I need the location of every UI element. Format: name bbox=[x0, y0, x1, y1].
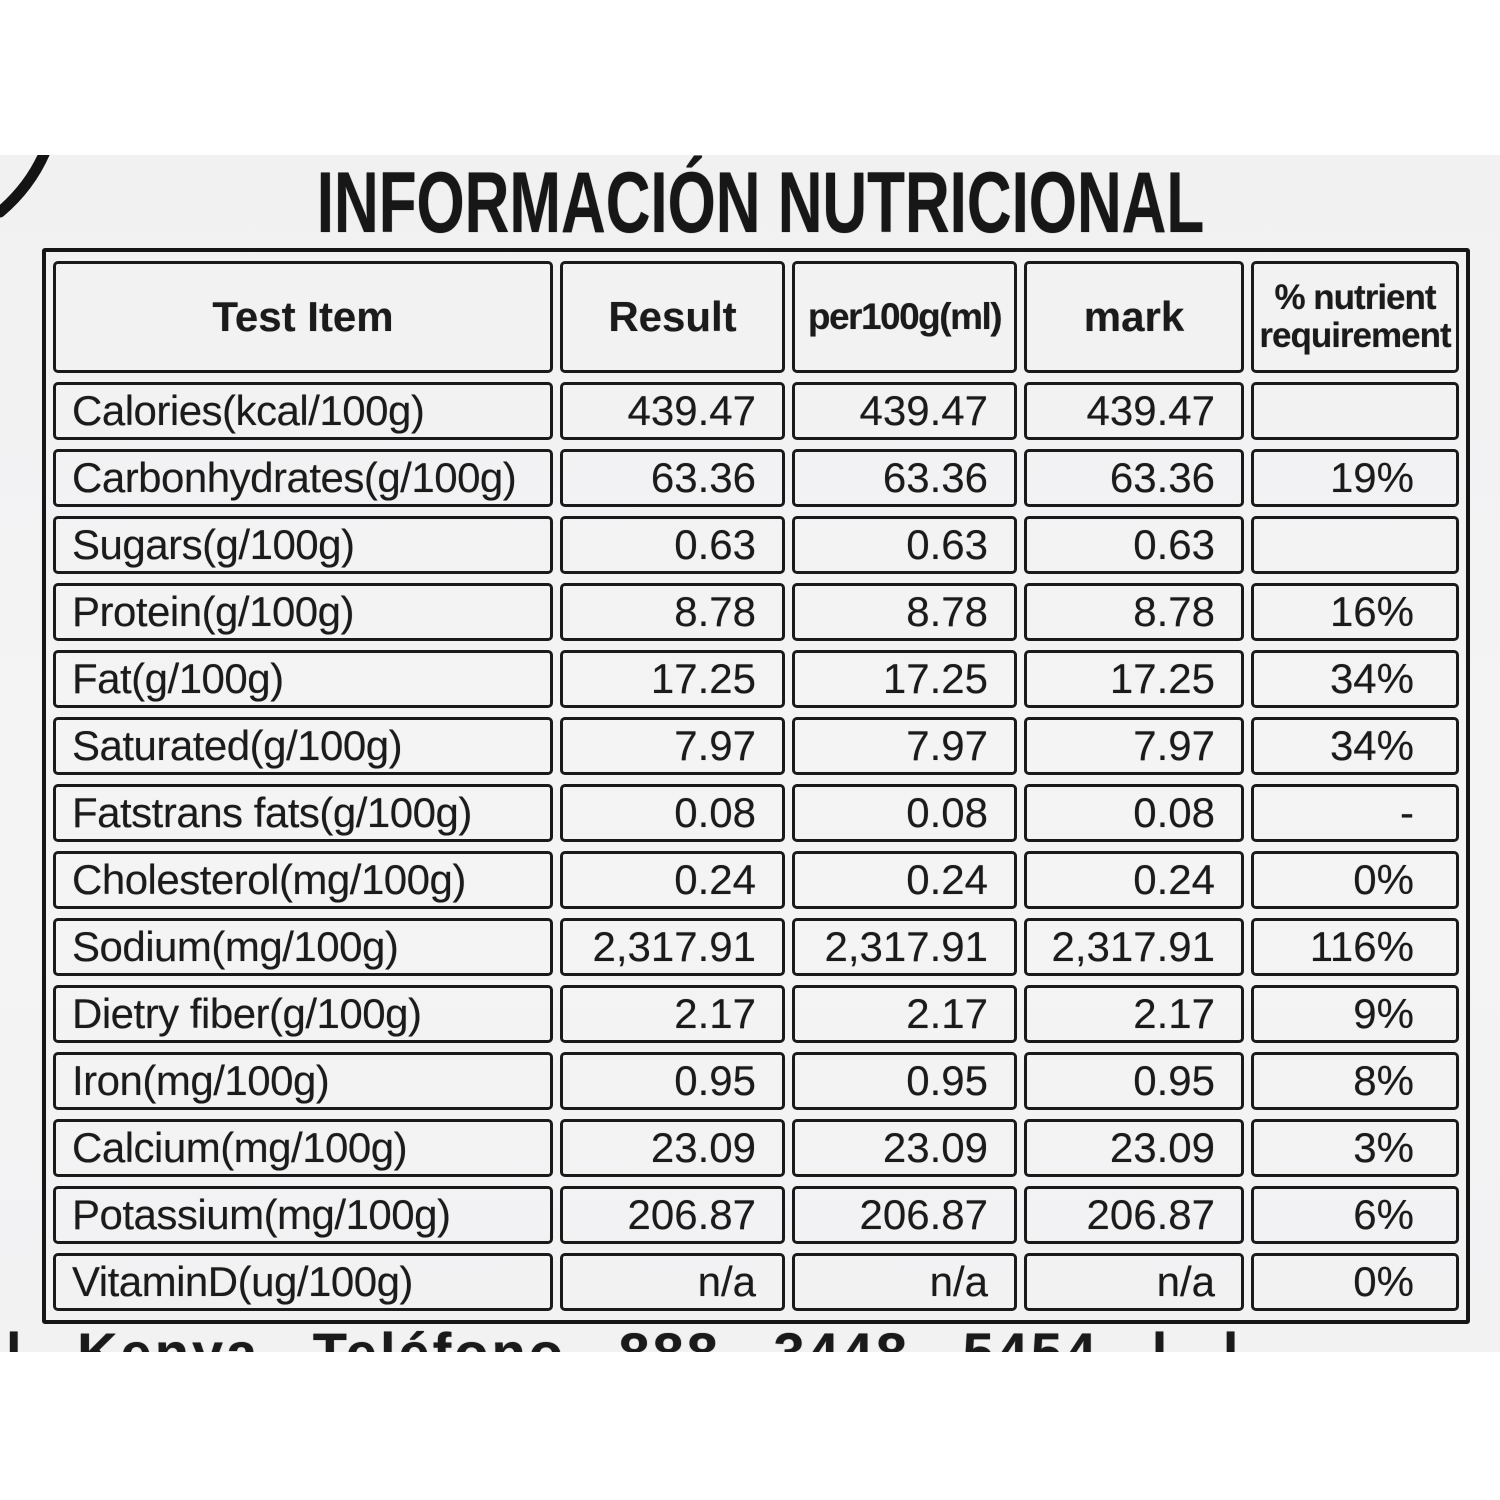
result-cell: 8.78 bbox=[560, 583, 785, 641]
per100g-cell: 2.17 bbox=[792, 985, 1017, 1043]
per100g-cell: n/a bbox=[792, 1253, 1017, 1311]
table-row: Carbonhydrates(g/100g) 63.36 63.36 63.36… bbox=[53, 449, 1459, 507]
result-cell: 0.08 bbox=[560, 784, 785, 842]
table-body: Calories(kcal/100g) 439.47 439.47 439.47… bbox=[53, 382, 1459, 1311]
test-item-cell: Sugars(g/100g) bbox=[53, 516, 553, 574]
result-cell: 0.95 bbox=[560, 1052, 785, 1110]
percent-cell: 16% bbox=[1251, 583, 1459, 641]
percent-cell: 19% bbox=[1251, 449, 1459, 507]
table-row: Sugars(g/100g) 0.63 0.63 0.63 bbox=[53, 516, 1459, 574]
test-item-cell: VitaminD(ug/100g) bbox=[53, 1253, 553, 1311]
result-cell: 206.87 bbox=[560, 1186, 785, 1244]
nutrition-table: Test Item Result per100g(ml) mark % nutr… bbox=[42, 248, 1470, 1324]
mark-cell: 17.25 bbox=[1024, 650, 1244, 708]
percent-cell: 0% bbox=[1251, 851, 1459, 909]
test-item-cell: Saturated(g/100g) bbox=[53, 717, 553, 775]
percent-cell: 6% bbox=[1251, 1186, 1459, 1244]
result-cell: 0.24 bbox=[560, 851, 785, 909]
test-item-cell: Carbonhydrates(g/100g) bbox=[53, 449, 553, 507]
test-item-cell: Calcium(mg/100g) bbox=[53, 1119, 553, 1177]
test-item-cell: Dietry fiber(g/100g) bbox=[53, 985, 553, 1043]
header-pct-nutrient-requirement: % nutrient requirement bbox=[1251, 261, 1459, 373]
label-photo-area: INFORMACIÓN NUTRICIONAL Test Item Result… bbox=[0, 155, 1500, 1352]
mark-cell: 63.36 bbox=[1024, 449, 1244, 507]
mark-cell: 0.95 bbox=[1024, 1052, 1244, 1110]
test-item-cell: Protein(g/100g) bbox=[53, 583, 553, 641]
table-row: Dietry fiber(g/100g) 2.17 2.17 2.17 9% bbox=[53, 985, 1459, 1043]
mark-cell: 8.78 bbox=[1024, 583, 1244, 641]
table-row: Fatstrans fats(g/100g) 0.08 0.08 0.08 - bbox=[53, 784, 1459, 842]
per100g-cell: 8.78 bbox=[792, 583, 1017, 641]
mark-cell: n/a bbox=[1024, 1253, 1244, 1311]
percent-cell: 9% bbox=[1251, 985, 1459, 1043]
table-row: VitaminD(ug/100g) n/a n/a n/a 0% bbox=[53, 1253, 1459, 1311]
per100g-cell: 0.95 bbox=[792, 1052, 1017, 1110]
test-item-cell: Calories(kcal/100g) bbox=[53, 382, 553, 440]
footer-clipped-text: l Kenya Teléfono 888 3448 5454 l l bbox=[6, 1320, 1241, 1352]
header-per100g: per100g(ml) bbox=[792, 261, 1017, 373]
mark-cell: 439.47 bbox=[1024, 382, 1244, 440]
header-mark: mark bbox=[1024, 261, 1244, 373]
table-header: Test Item Result per100g(ml) mark % nutr… bbox=[53, 261, 1459, 373]
result-cell: 23.09 bbox=[560, 1119, 785, 1177]
per100g-cell: 0.08 bbox=[792, 784, 1017, 842]
per100g-cell: 2,317.91 bbox=[792, 918, 1017, 976]
header-row: Test Item Result per100g(ml) mark % nutr… bbox=[53, 261, 1459, 373]
mark-cell: 0.08 bbox=[1024, 784, 1244, 842]
result-cell: 63.36 bbox=[560, 449, 785, 507]
test-item-cell: Fat(g/100g) bbox=[53, 650, 553, 708]
mark-cell: 23.09 bbox=[1024, 1119, 1244, 1177]
table-row: Protein(g/100g) 8.78 8.78 8.78 16% bbox=[53, 583, 1459, 641]
table-row: Potassium(mg/100g) 206.87 206.87 206.87 … bbox=[53, 1186, 1459, 1244]
percent-cell bbox=[1251, 382, 1459, 440]
per100g-cell: 17.25 bbox=[792, 650, 1017, 708]
page-title: INFORMACIÓN NUTRICIONAL bbox=[316, 155, 1205, 251]
table-row: Cholesterol(mg/100g) 0.24 0.24 0.24 0% bbox=[53, 851, 1459, 909]
table-row: Fat(g/100g) 17.25 17.25 17.25 34% bbox=[53, 650, 1459, 708]
test-item-cell: Iron(mg/100g) bbox=[53, 1052, 553, 1110]
mark-cell: 0.24 bbox=[1024, 851, 1244, 909]
table-row: Calories(kcal/100g) 439.47 439.47 439.47 bbox=[53, 382, 1459, 440]
mark-cell: 7.97 bbox=[1024, 717, 1244, 775]
mark-cell: 0.63 bbox=[1024, 516, 1244, 574]
result-cell: n/a bbox=[560, 1253, 785, 1311]
test-item-cell: Potassium(mg/100g) bbox=[53, 1186, 553, 1244]
table-row: Saturated(g/100g) 7.97 7.97 7.97 34% bbox=[53, 717, 1459, 775]
result-cell: 7.97 bbox=[560, 717, 785, 775]
mark-cell: 2.17 bbox=[1024, 985, 1244, 1043]
header-test-item: Test Item bbox=[53, 261, 553, 373]
mark-cell: 206.87 bbox=[1024, 1186, 1244, 1244]
table-row: Iron(mg/100g) 0.95 0.95 0.95 8% bbox=[53, 1052, 1459, 1110]
header-result: Result bbox=[560, 261, 785, 373]
per100g-cell: 206.87 bbox=[792, 1186, 1017, 1244]
percent-cell: 34% bbox=[1251, 650, 1459, 708]
percent-cell: 116% bbox=[1251, 918, 1459, 976]
per100g-cell: 63.36 bbox=[792, 449, 1017, 507]
table-row: Calcium(mg/100g) 23.09 23.09 23.09 3% bbox=[53, 1119, 1459, 1177]
table-row: Sodium(mg/100g) 2,317.91 2,317.91 2,317.… bbox=[53, 918, 1459, 976]
percent-cell: 3% bbox=[1251, 1119, 1459, 1177]
per100g-cell: 0.63 bbox=[792, 516, 1017, 574]
result-cell: 17.25 bbox=[560, 650, 785, 708]
per100g-cell: 439.47 bbox=[792, 382, 1017, 440]
per100g-cell: 0.24 bbox=[792, 851, 1017, 909]
per100g-cell: 23.09 bbox=[792, 1119, 1017, 1177]
test-item-cell: Sodium(mg/100g) bbox=[53, 918, 553, 976]
per100g-cell: 7.97 bbox=[792, 717, 1017, 775]
percent-cell: - bbox=[1251, 784, 1459, 842]
logo-arc-mark bbox=[0, 155, 50, 218]
test-item-cell: Cholesterol(mg/100g) bbox=[53, 851, 553, 909]
test-item-cell: Fatstrans fats(g/100g) bbox=[53, 784, 553, 842]
mark-cell: 2,317.91 bbox=[1024, 918, 1244, 976]
percent-cell: 8% bbox=[1251, 1052, 1459, 1110]
result-cell: 2,317.91 bbox=[560, 918, 785, 976]
percent-cell: 34% bbox=[1251, 717, 1459, 775]
result-cell: 439.47 bbox=[560, 382, 785, 440]
percent-cell: 0% bbox=[1251, 1253, 1459, 1311]
percent-cell bbox=[1251, 516, 1459, 574]
result-cell: 0.63 bbox=[560, 516, 785, 574]
result-cell: 2.17 bbox=[560, 985, 785, 1043]
